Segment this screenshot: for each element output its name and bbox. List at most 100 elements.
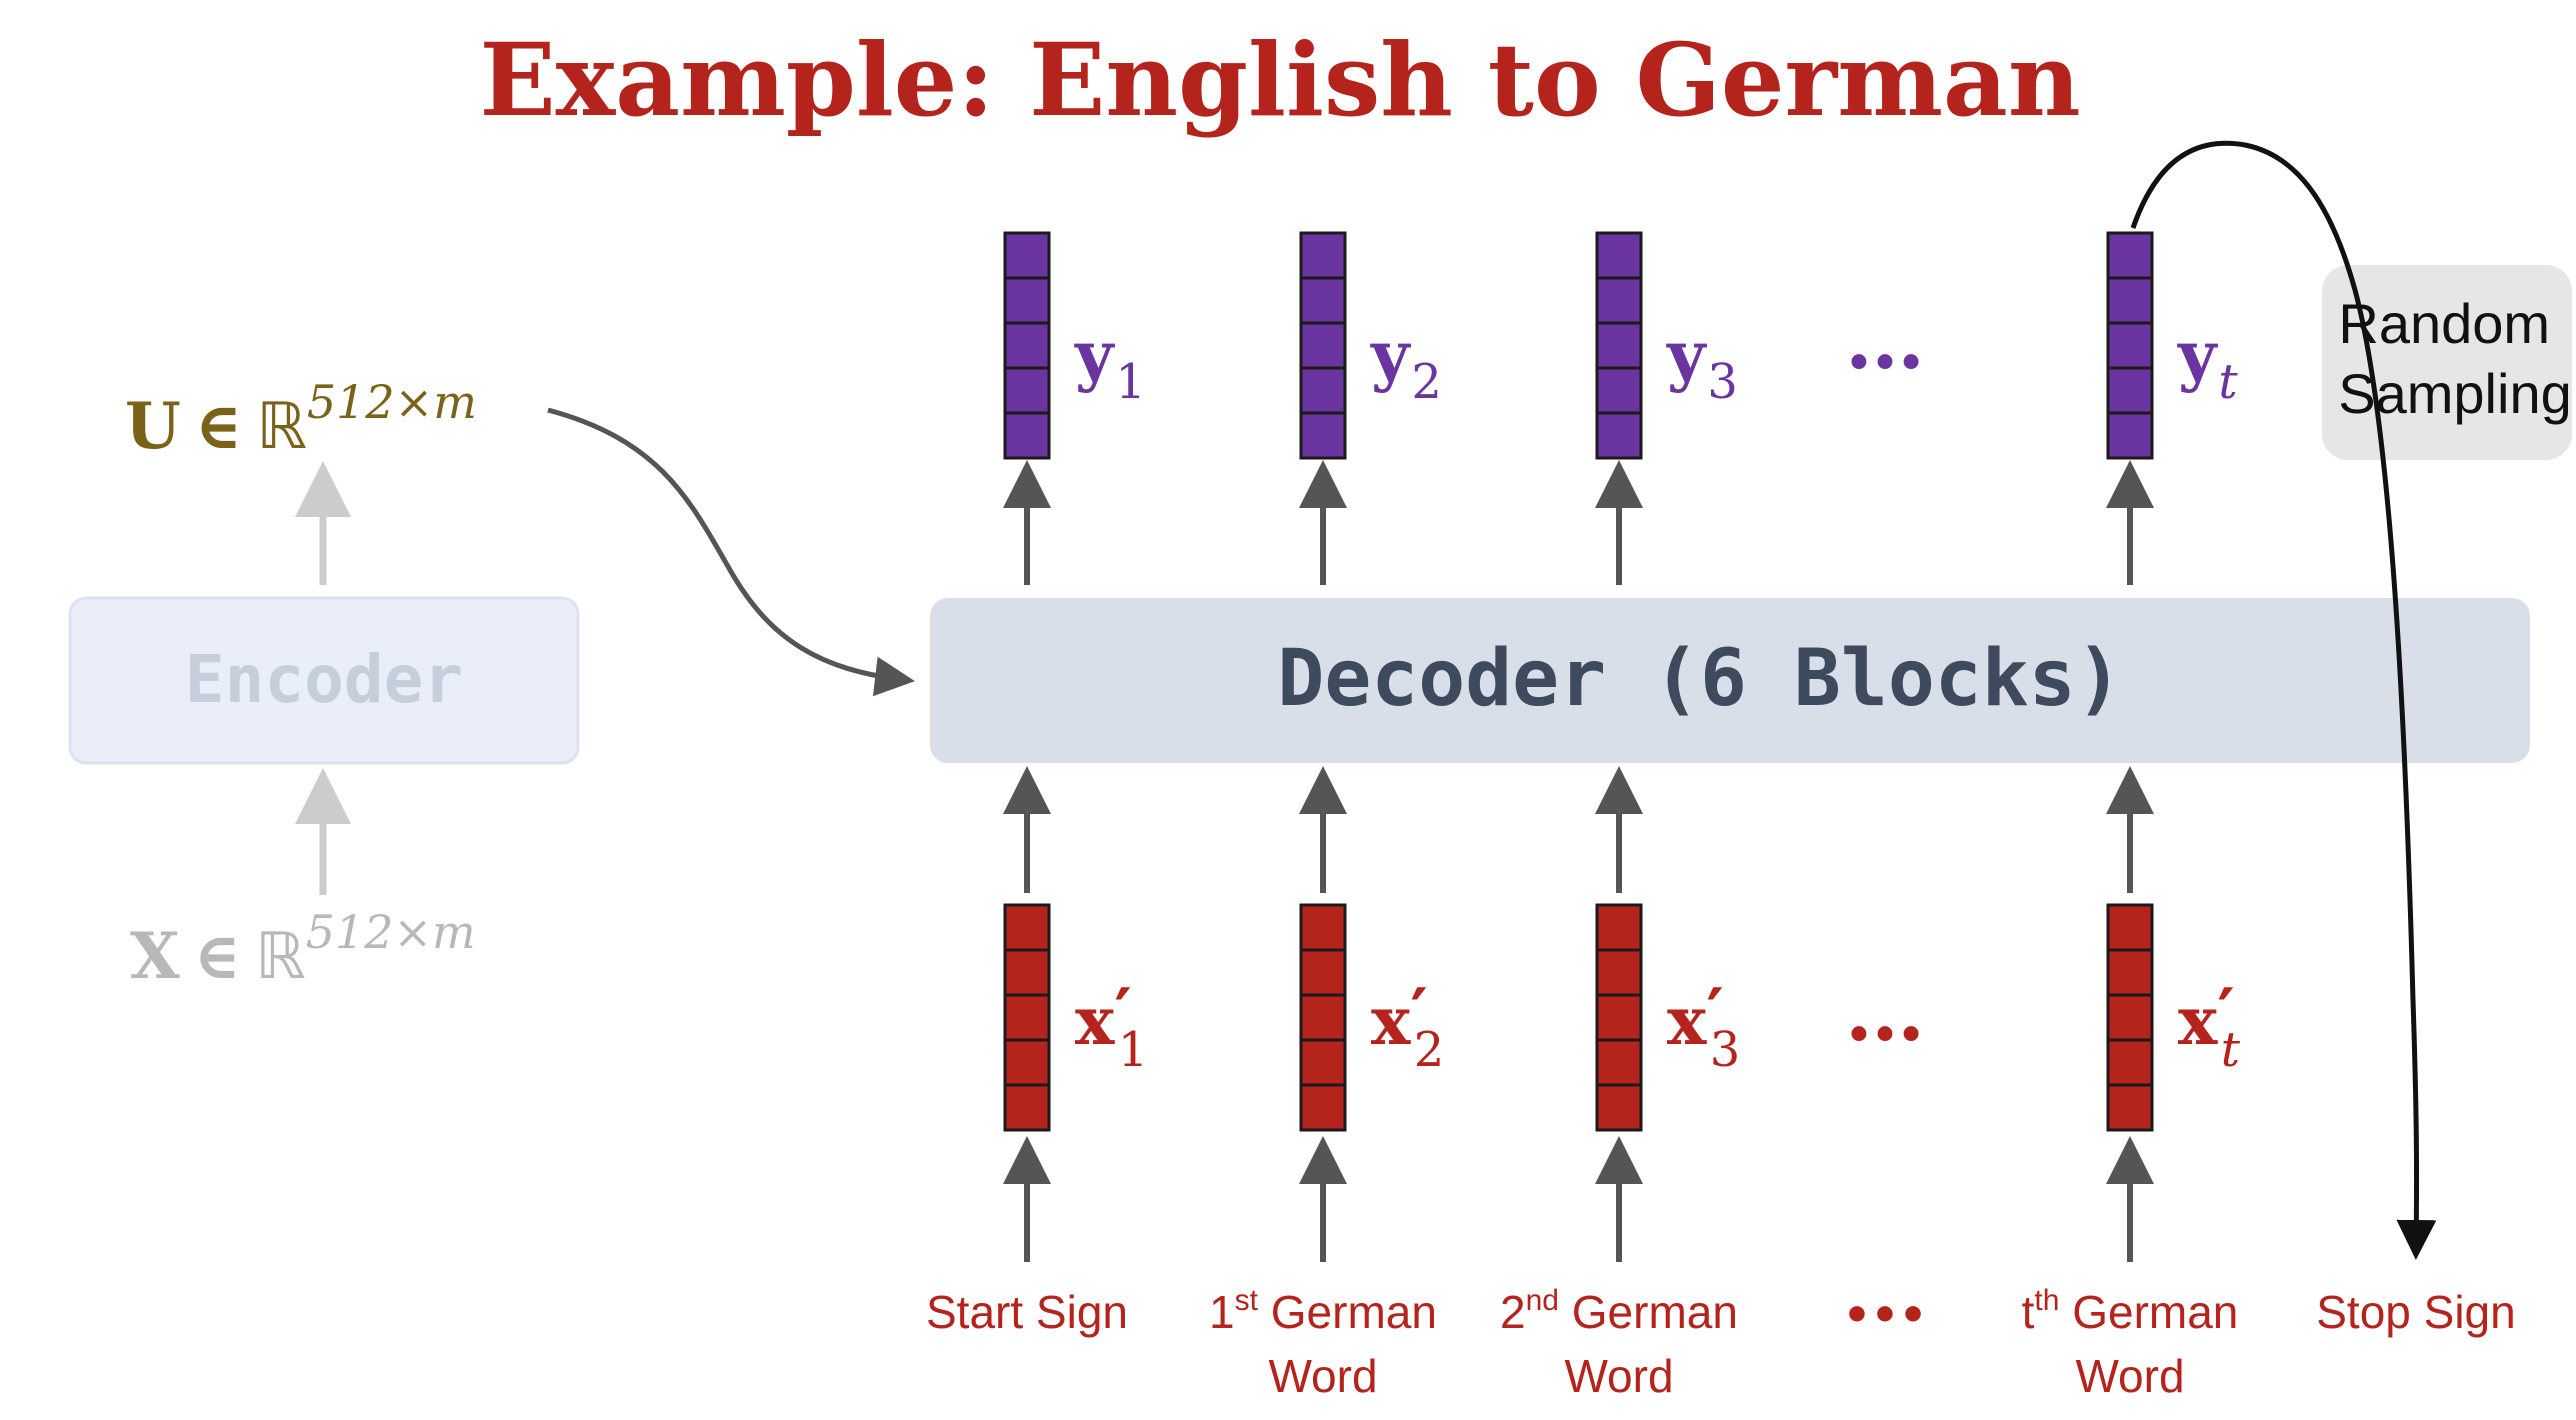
vector-cell — [1299, 321, 1347, 370]
vector-cell — [1003, 1038, 1051, 1087]
sampling-arrow — [2130, 140, 2437, 1260]
math-prime: ′ — [1706, 974, 1723, 1052]
math-var: x — [1371, 982, 1411, 1060]
vector-cell — [2106, 1038, 2154, 1087]
math-var: x — [2178, 982, 2218, 1060]
vector-cell — [1299, 231, 1347, 280]
vector-cell — [1003, 993, 1051, 1042]
output-vector-1 — [1003, 231, 1051, 460]
input-ellipsis: … — [1845, 965, 1925, 1059]
output-label-3: y3 — [1666, 316, 1738, 410]
svg-text:U∈ℝ512×m: U ∈ ℝ512×m — [125, 375, 477, 464]
vector-cell — [1595, 948, 1643, 997]
math-var: y — [1370, 316, 1411, 394]
vector-cell — [1595, 993, 1643, 1042]
u-to-decoder-arrow — [547, 407, 915, 697]
vector-cell — [1299, 903, 1347, 952]
vector-cell — [1595, 321, 1643, 370]
input-vector-4 — [2106, 903, 2154, 1132]
vector-cell — [1595, 411, 1643, 460]
encoder-input-var: X — [130, 919, 180, 994]
vector-cell — [2106, 366, 2154, 415]
math-subscript: 3 — [1710, 1022, 1741, 1078]
output-label-1: y1 — [1074, 316, 1146, 410]
math-var: x — [1075, 982, 1115, 1060]
encoder-output-formula: U ∈ ℝ512×m — [125, 375, 477, 464]
vector-cell — [2106, 276, 2154, 325]
token-label-line2: Word — [1268, 1350, 1377, 1402]
token-label-1: Start Sign — [926, 1286, 1128, 1338]
label-ellipsis: ••• — [1843, 1290, 1927, 1341]
vector-cell — [1003, 1083, 1051, 1132]
math-subscript: 1 — [1115, 354, 1146, 410]
vector-cell — [1003, 411, 1051, 460]
input-label-4: x′t — [2178, 974, 2241, 1078]
token-label-word: German — [2059, 1286, 2238, 1338]
math-prime: ′ — [2217, 974, 2234, 1052]
output-label-2: y2 — [1370, 316, 1442, 410]
vector-cell — [1595, 276, 1643, 325]
vector-cell — [1299, 948, 1347, 997]
token-label-3: 2nd German — [1500, 1284, 1738, 1338]
input-vector-1 — [1003, 903, 1051, 1132]
vector-cell — [1595, 1083, 1643, 1132]
vector-cell — [2106, 948, 2154, 997]
token-ordinal: t — [2022, 1286, 2035, 1338]
token-ordinal: 2 — [1500, 1286, 1526, 1338]
math-subscript: 2 — [1414, 1022, 1445, 1078]
encoder-box — [68, 596, 580, 765]
token-ordinal-suffix: nd — [1526, 1284, 1559, 1317]
output-vector-2 — [1299, 231, 1347, 460]
vector-cell — [2106, 1083, 2154, 1132]
vector-cell — [1003, 948, 1051, 997]
vector-cell — [1003, 903, 1051, 952]
vector-cell — [1299, 1038, 1347, 1087]
vector-cell — [1299, 276, 1347, 325]
vector-cell — [1003, 366, 1051, 415]
output-vector-4 — [2106, 231, 2154, 460]
vector-cell — [1003, 276, 1051, 325]
vector-cell — [2106, 321, 2154, 370]
token-label-word: German — [1258, 1286, 1437, 1338]
random-sampling-line1: Random — [2338, 292, 2550, 355]
svg-text:X∈ℝ512×m: X ∈ ℝ512×m — [130, 905, 476, 994]
input-vector-2 — [1299, 903, 1347, 1132]
input-vector-3 — [1595, 903, 1643, 1132]
decoder-label: Decoder (6 Blocks) — [1277, 634, 2122, 724]
math-prime: ′ — [1410, 974, 1427, 1052]
vector-cell — [1299, 366, 1347, 415]
token-label-5: Stop Sign — [2316, 1286, 2515, 1338]
token-ordinal-suffix: st — [1235, 1284, 1259, 1317]
encoder-label: Encoder — [185, 641, 463, 718]
token-ordinal: 1 — [1209, 1286, 1235, 1338]
token-label-4: tth German — [2022, 1284, 2239, 1338]
token-ordinal-suffix: th — [2034, 1284, 2059, 1317]
encoder-input-dims: 512×m — [306, 905, 476, 959]
output-vector-3 — [1595, 231, 1643, 460]
vector-cell — [1595, 903, 1643, 952]
math-subscript: t — [2221, 1022, 2241, 1078]
encoder-input-formula: X ∈ ℝ512×m — [130, 905, 476, 994]
input-label-3: x′3 — [1667, 974, 1740, 1078]
vector-cell — [1299, 993, 1347, 1042]
token-label-2: 1st German — [1209, 1284, 1437, 1338]
reals-symbol: ℝ — [255, 920, 306, 994]
math-subscript: 1 — [1118, 1022, 1149, 1078]
vector-cell — [2106, 231, 2154, 280]
math-var: y — [1666, 316, 1707, 394]
math-var: y — [1074, 316, 1115, 394]
token-label-line2: Word — [1564, 1350, 1673, 1402]
random-sampling-box — [2322, 265, 2572, 460]
math-subscript: 2 — [1411, 354, 1442, 410]
vector-cell — [1003, 321, 1051, 370]
reals-symbol: ℝ — [256, 390, 307, 464]
encoder-output-var: U — [125, 389, 181, 464]
vector-cell — [1299, 411, 1347, 460]
member-symbol: ∈ — [194, 919, 241, 994]
output-label-4: yt — [2177, 316, 2238, 410]
vector-cell — [1595, 366, 1643, 415]
token-label-line1: Start Sign — [926, 1286, 1128, 1338]
math-prime: ′ — [1114, 974, 1131, 1052]
